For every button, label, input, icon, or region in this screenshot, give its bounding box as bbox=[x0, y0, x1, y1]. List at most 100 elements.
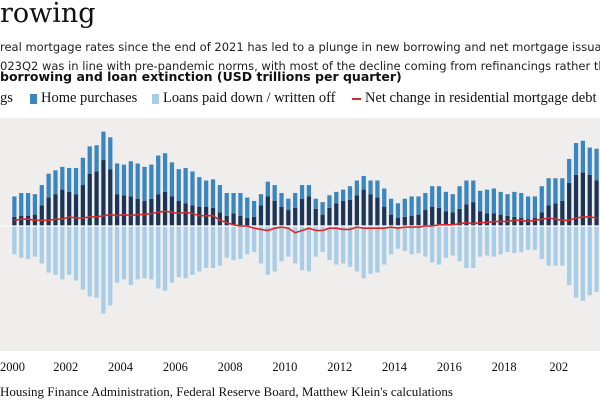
bar-loans-paid-down bbox=[197, 225, 202, 272]
bar-refinancings bbox=[450, 212, 455, 226]
bar-refinancings bbox=[231, 213, 236, 226]
bar-home-purchases bbox=[388, 198, 394, 215]
bar-refinancings bbox=[169, 196, 175, 226]
bar-refinancings bbox=[402, 216, 407, 226]
bar-home-purchases bbox=[169, 162, 175, 197]
bar-loans-paid-down bbox=[546, 225, 551, 266]
bar-refinancings bbox=[162, 191, 168, 226]
bar-refinancings bbox=[258, 205, 264, 226]
bar-refinancings bbox=[498, 214, 503, 226]
bar-home-purchases bbox=[217, 185, 222, 213]
bar-refinancings bbox=[368, 194, 373, 226]
bar-loans-paid-down bbox=[251, 225, 257, 253]
bar-home-purchases bbox=[46, 173, 51, 198]
bar-home-purchases bbox=[238, 193, 243, 216]
x-tick-label: 2014 bbox=[382, 360, 408, 374]
bar-loans-paid-down bbox=[293, 225, 298, 264]
bar-loans-paid-down bbox=[443, 225, 449, 258]
bar-loans-paid-down bbox=[423, 225, 428, 257]
bar-refinancings bbox=[286, 210, 291, 226]
bar-loans-paid-down bbox=[101, 225, 106, 314]
bar-loans-paid-down bbox=[587, 225, 592, 296]
bar-home-purchases bbox=[39, 185, 44, 206]
bar-home-purchases bbox=[478, 190, 483, 212]
bar-refinancings bbox=[525, 219, 531, 226]
bar-refinancings bbox=[313, 208, 318, 226]
bar-home-purchases bbox=[231, 193, 236, 214]
bar-loans-paid-down bbox=[436, 225, 442, 265]
bar-refinancings bbox=[553, 203, 558, 226]
bar-home-purchases bbox=[395, 203, 401, 219]
bar-loans-paid-down bbox=[498, 225, 503, 255]
bar-loans-paid-down bbox=[457, 225, 462, 262]
bar-home-purchases bbox=[176, 169, 181, 201]
bar-refinancings bbox=[128, 196, 133, 226]
bar-loans-paid-down bbox=[115, 225, 120, 283]
bar-refinancings bbox=[156, 194, 161, 226]
bar-loans-paid-down bbox=[409, 225, 414, 255]
bar-loans-paid-down bbox=[128, 225, 133, 286]
bar-home-purchases bbox=[245, 197, 250, 219]
bar-loans-paid-down bbox=[176, 225, 181, 278]
bar-home-purchases bbox=[258, 194, 264, 206]
bar-home-purchases bbox=[416, 196, 421, 215]
bar-home-purchases bbox=[573, 143, 579, 175]
bar-loans-paid-down bbox=[217, 225, 222, 266]
bar-loans-paid-down bbox=[94, 225, 99, 298]
legend-item-refinancings: gs bbox=[0, 90, 13, 107]
x-tick-label: 202 bbox=[549, 360, 569, 374]
legend-swatch-net-change bbox=[352, 97, 361, 100]
bar-home-purchases bbox=[306, 185, 312, 197]
chart-svg bbox=[0, 131, 600, 314]
line-net-change bbox=[14, 210, 597, 234]
bar-loans-paid-down bbox=[265, 225, 270, 275]
bar-loans-paid-down bbox=[484, 225, 490, 256]
bar-home-purchases bbox=[594, 148, 599, 181]
bar-loans-paid-down bbox=[46, 225, 51, 273]
bar-home-purchases bbox=[354, 180, 359, 196]
bar-refinancings bbox=[443, 211, 449, 226]
bar-home-purchases bbox=[423, 193, 428, 211]
bar-loans-paid-down bbox=[525, 225, 531, 250]
chart-legend: gs Home purchases Loans paid down / writ… bbox=[0, 90, 600, 106]
bar-loans-paid-down bbox=[272, 225, 277, 272]
bar-refinancings bbox=[587, 174, 592, 226]
bar-loans-paid-down bbox=[87, 225, 92, 297]
bar-loans-paid-down bbox=[368, 225, 373, 274]
bar-home-purchases bbox=[135, 163, 140, 199]
bar-refinancings bbox=[354, 195, 359, 226]
x-tick-label: 2012 bbox=[327, 360, 353, 374]
bar-home-purchases bbox=[293, 193, 298, 208]
bar-loans-paid-down bbox=[156, 225, 161, 289]
legend-label-home-purchases: Home purchases bbox=[41, 90, 138, 106]
bar-loans-paid-down bbox=[539, 225, 544, 259]
bar-loans-paid-down bbox=[142, 225, 147, 279]
bar-loans-paid-down bbox=[73, 225, 79, 281]
bar-home-purchases bbox=[149, 164, 154, 199]
bar-home-purchases bbox=[224, 193, 229, 216]
bar-refinancings bbox=[347, 199, 353, 226]
bar-home-purchases bbox=[457, 186, 462, 209]
bar-loans-paid-down bbox=[39, 225, 44, 264]
bar-refinancings bbox=[327, 207, 332, 226]
legend-swatch-home-purchases bbox=[30, 93, 37, 104]
bar-loans-paid-down bbox=[224, 225, 229, 258]
bar-refinancings bbox=[224, 215, 229, 226]
bar-refinancings bbox=[409, 215, 414, 226]
bar-loans-paid-down bbox=[553, 225, 558, 266]
bar-home-purchases bbox=[361, 175, 366, 190]
bar-home-purchases bbox=[101, 131, 106, 161]
bar-refinancings bbox=[532, 218, 538, 226]
bar-refinancings bbox=[464, 204, 469, 226]
bar-home-purchases bbox=[484, 189, 490, 214]
bar-home-purchases bbox=[190, 171, 195, 206]
bar-home-purchases bbox=[567, 158, 572, 183]
legend-item-home-purchases: Home purchases bbox=[30, 90, 137, 107]
bar-home-purchases bbox=[272, 185, 277, 201]
bar-loans-paid-down bbox=[573, 225, 579, 298]
bar-refinancings bbox=[101, 160, 106, 226]
bar-home-purchases bbox=[498, 191, 503, 215]
bar-home-purchases bbox=[375, 180, 380, 198]
bar-loans-paid-down bbox=[67, 225, 72, 275]
bar-home-purchases bbox=[251, 200, 257, 217]
